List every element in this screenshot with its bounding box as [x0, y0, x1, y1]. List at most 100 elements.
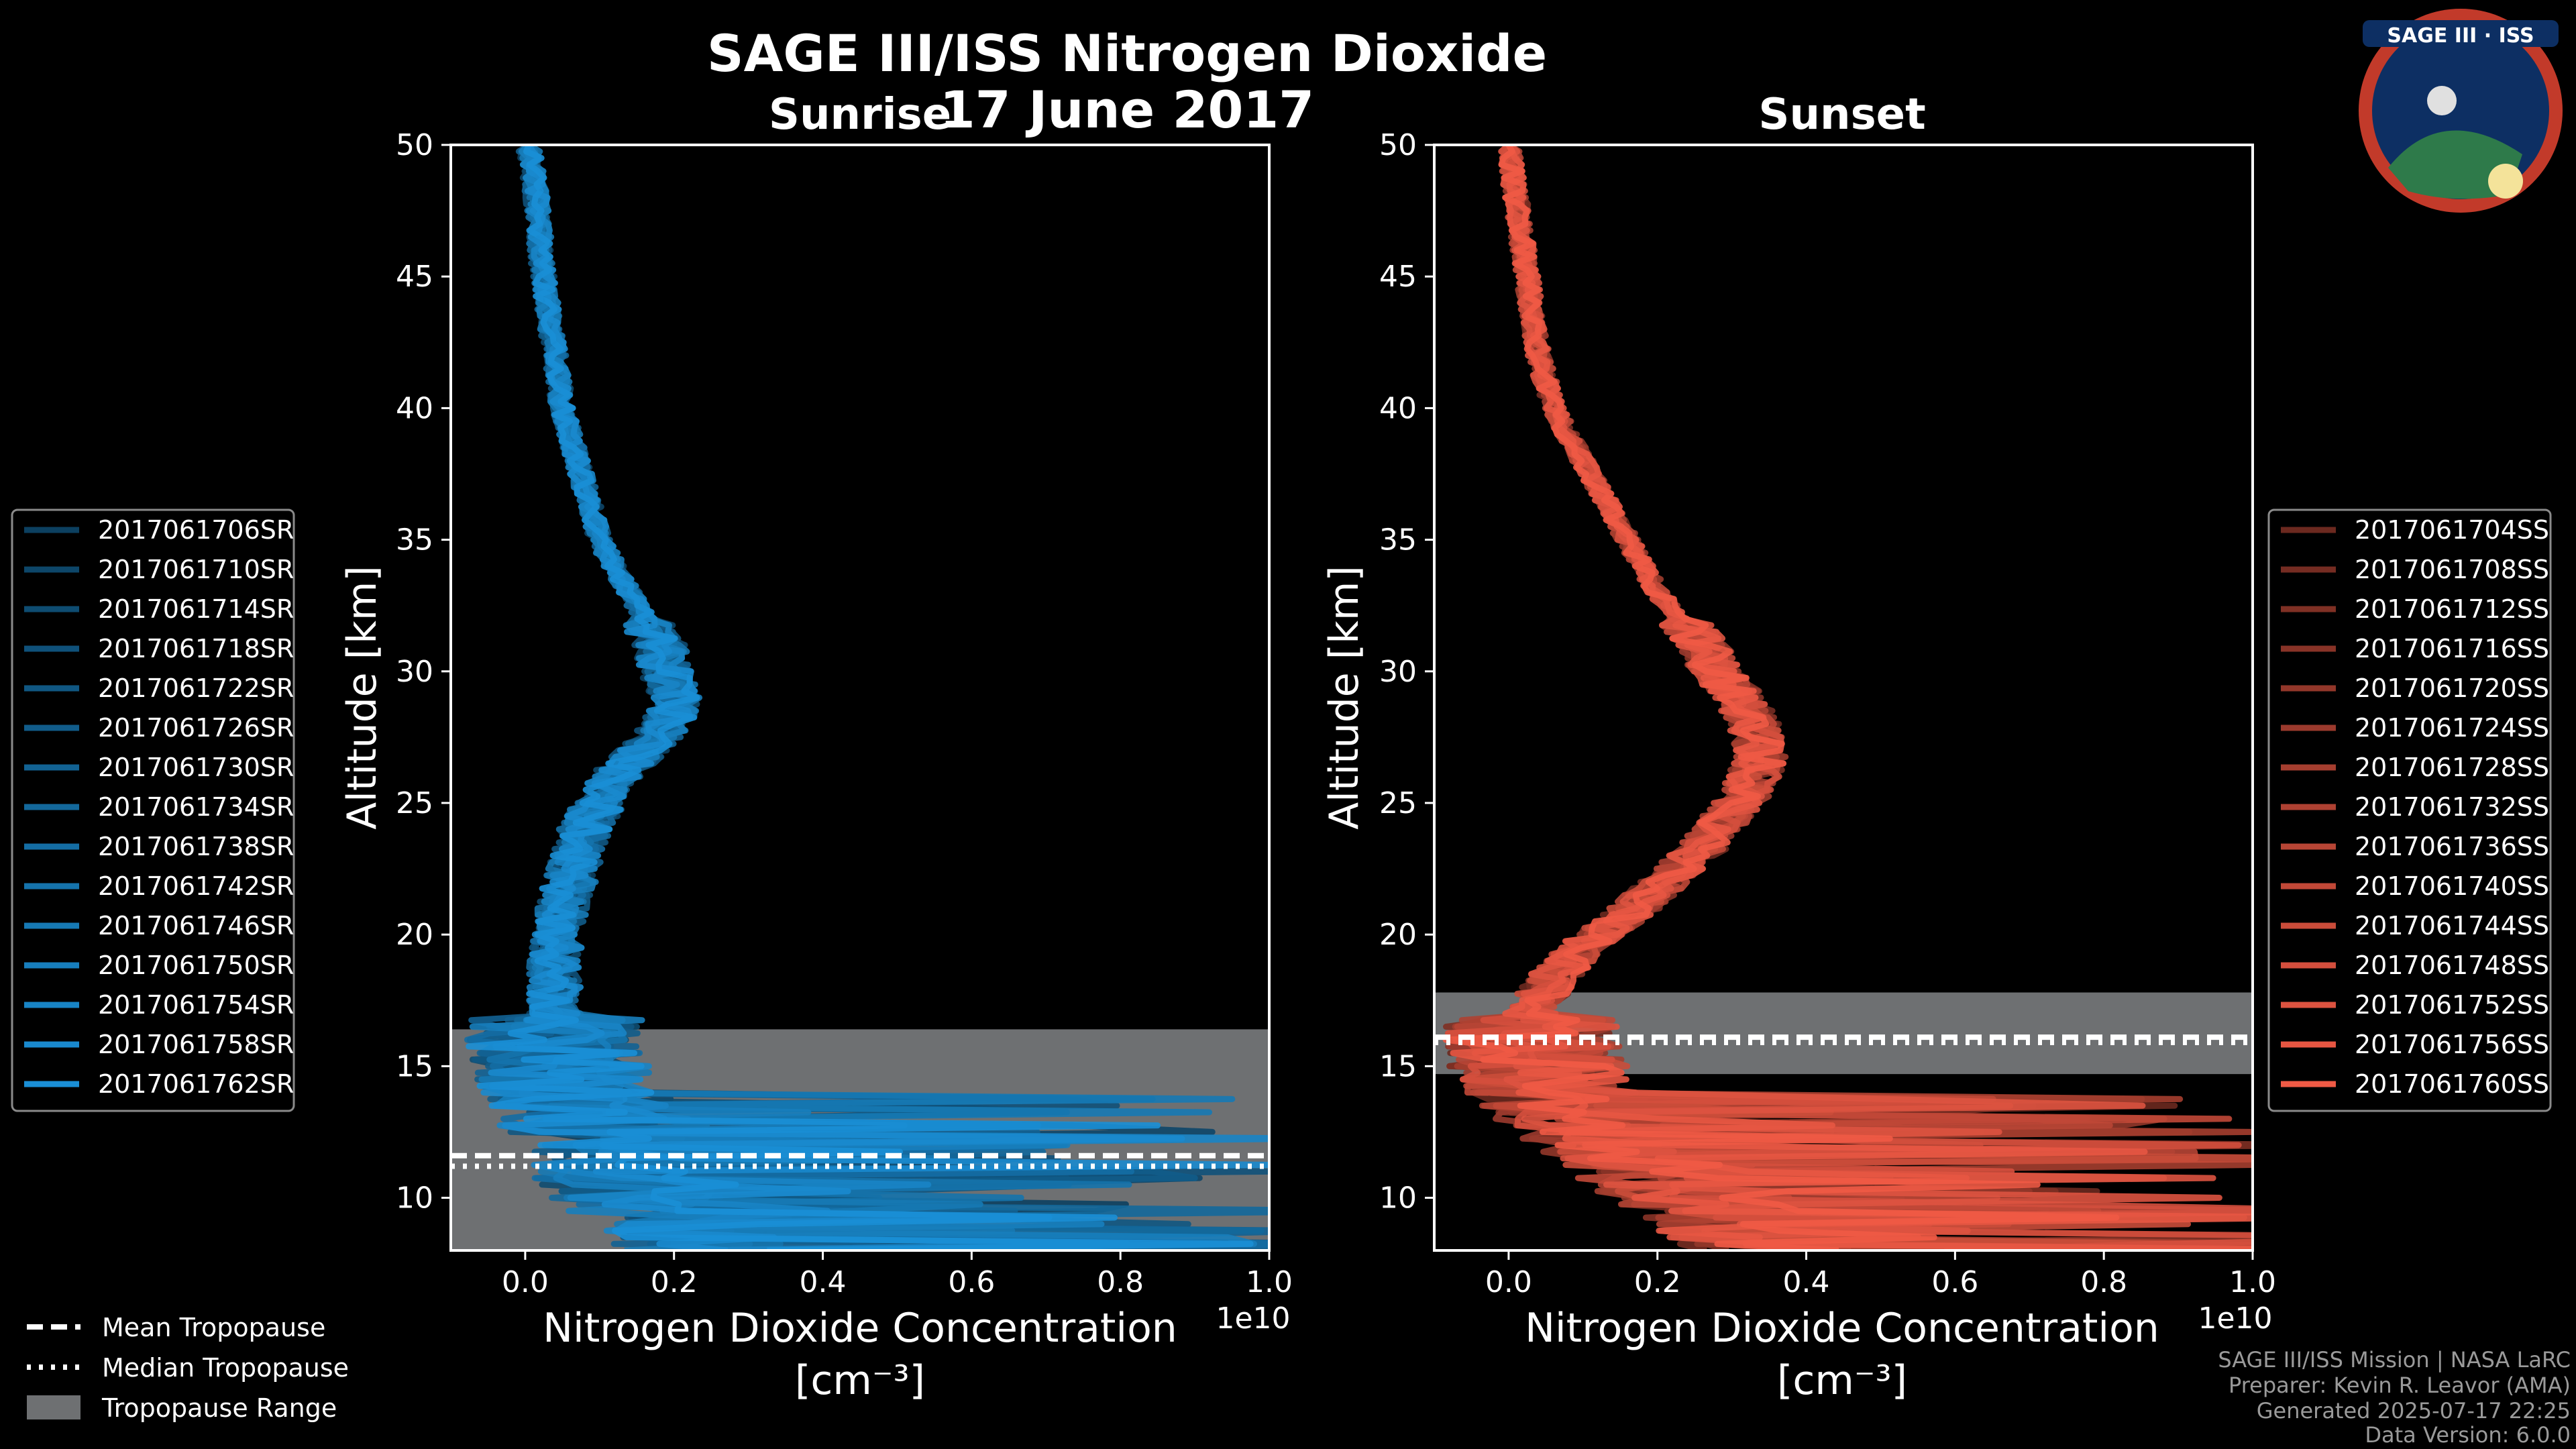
sunset-legend-label: 2017061704SS	[2355, 515, 2549, 545]
sunrise-legend-frame	[11, 508, 295, 1112]
sunset-legend-label: 2017061760SS	[2355, 1069, 2549, 1099]
sunrise-ytick-label: 45	[396, 260, 433, 294]
sunrise-legend-label: 2017061726SR	[98, 713, 294, 743]
sunrise-legend-label: 2017061718SR	[98, 634, 294, 663]
sunset-ytick-label: 20	[1379, 918, 1417, 952]
footer-mission: SAGE III/ISS Mission | NASA LaRC	[2218, 1347, 2571, 1373]
footer-generated: Generated 2025-07-17 22:25	[2257, 1398, 2571, 1424]
logo-sun-shape	[2488, 164, 2523, 199]
sunrise-ytick-label: 25	[396, 786, 433, 820]
sunset-plot-content	[1434, 145, 2253, 1250]
sunrise-axes-frame	[449, 144, 1271, 1252]
sunset-ylabel: Altitude [km]	[1321, 566, 1368, 830]
sunset-panel-title: Sunset	[1758, 90, 1925, 140]
sunrise-legend-label: 2017061706SR	[98, 515, 294, 545]
logo-text: SAGE III · ISS	[2387, 24, 2534, 48]
footer-preparer: Preparer: Kevin R. Leavor (AMA)	[2229, 1373, 2571, 1398]
tropopause-legend: Mean Tropopause Median Tropopause Tropop…	[27, 1313, 349, 1423]
sunrise-legend-label: 2017061742SR	[98, 871, 294, 901]
sunset-ytick-label: 50	[1379, 128, 1417, 162]
sunrise-ytick-label: 40	[396, 391, 433, 425]
median-tropopause-label: Median Tropopause	[102, 1353, 349, 1383]
sunrise-xunit: [cm⁻³]	[795, 1357, 925, 1404]
sunrise-ytick-label: 50	[396, 128, 433, 162]
sunset-x-offset-label: 1e10	[2198, 1301, 2272, 1336]
sunset-axes-frame	[1433, 144, 2254, 1252]
sunrise-xtick-label: 0.8	[1097, 1265, 1144, 1299]
sunset-xtick-label: 1.0	[2229, 1265, 2276, 1299]
sunrise-legend-label: 2017061754SR	[98, 990, 294, 1020]
sunrise-legend-label: 2017061746SR	[98, 911, 294, 941]
sunset-legend-label: 2017061724SS	[2355, 713, 2549, 743]
sunset-ytick-label: 30	[1379, 655, 1417, 689]
sunrise-xlabel: Nitrogen Dioxide Concentration	[543, 1305, 1177, 1352]
sunrise-plot: 10 15 20 25 30 35 40 45 50 0.0 0.2 0.4 0.6 0.8 1.0	[396, 128, 1293, 1299]
sunset-legend-label: 2017061732SS	[2355, 792, 2549, 822]
sunset-ytick-label: 45	[1379, 260, 1417, 294]
sunrise-legend: 2017061706SR 2017061710SR 2017061714SR 2017…	[11, 508, 295, 1112]
sunrise-legend-label: 2017061734SR	[98, 792, 294, 822]
sunrise-legend-label: 2017061722SR	[98, 674, 294, 703]
sunrise-profile-2017061758SR	[480, 145, 1269, 1250]
sunrise-legend-label: 2017061762SR	[98, 1069, 294, 1099]
sunset-ytick-label: 35	[1379, 523, 1417, 557]
sunrise-xtick-label: 0.6	[948, 1265, 995, 1299]
sunrise-ytick-label: 20	[396, 918, 433, 952]
sunset-legend-label: 2017061716SS	[2355, 634, 2549, 663]
sunrise-panel-title: Sunrise	[769, 90, 951, 140]
sunset-ytick-label: 15	[1379, 1049, 1417, 1083]
sunset-legend-label: 2017061736SS	[2355, 832, 2549, 861]
sage-iii-iss-logo: SAGE III · ISS	[2359, 9, 2563, 213]
sunrise-ytick-label: 30	[396, 655, 433, 689]
logo-moon-shape	[2427, 86, 2457, 115]
sunset-ytick-label: 25	[1379, 786, 1417, 820]
sunrise-xtick-label: 0.0	[502, 1265, 549, 1299]
sunrise-legend-label: 2017061714SR	[98, 594, 294, 624]
sunset-legend-label: 2017061728SS	[2355, 753, 2549, 782]
sunset-xtick-label: 0.6	[1931, 1265, 1978, 1299]
sunrise-plot-content	[451, 145, 1269, 1250]
sunset-legend-label: 2017061744SS	[2355, 911, 2549, 941]
footer-credits: SAGE III/ISS Mission | NASA LaRC Prepare…	[2218, 1347, 2571, 1448]
sunset-xtick-label: 0.4	[1783, 1265, 1830, 1299]
sunrise-legend-label: 2017061758SR	[98, 1030, 294, 1059]
sunrise-x-offset-label: 1e10	[1216, 1301, 1290, 1336]
sunset-legend-label: 2017061708SS	[2355, 555, 2549, 584]
sunrise-legend-label: 2017061730SR	[98, 753, 294, 782]
sunrise-xtick-label: 0.2	[651, 1265, 698, 1299]
sunrise-ytick-label: 10	[396, 1181, 433, 1216]
mean-tropopause-label: Mean Tropopause	[102, 1313, 325, 1342]
sunrise-legend-label: 2017061738SR	[98, 832, 294, 861]
sunset-xtick-label: 0.8	[2080, 1265, 2127, 1299]
logo-banner	[2363, 20, 2559, 47]
sunset-plot: 10 15 20 25 30 35 40 45 50 0.0 0.2 0.4 0.6 0.8 1.0	[1379, 128, 2276, 1299]
sunset-legend-label: 2017061712SS	[2355, 594, 2549, 624]
sunrise-ylabel: Altitude [km]	[339, 566, 386, 830]
tropopause-range-label: Tropopause Range	[101, 1393, 337, 1423]
sunrise-xtick-label: 0.4	[800, 1265, 847, 1299]
sunset-ytick-label: 40	[1379, 391, 1417, 425]
sunrise-legend-label: 2017061750SR	[98, 951, 294, 980]
sunrise-profile-2017061762SR	[466, 145, 1254, 1250]
sunset-legend: 2017061704SS 2017061708SS 2017061712SS 2017…	[2267, 508, 2552, 1112]
sunset-xunit: [cm⁻³]	[1777, 1357, 1907, 1404]
sunset-legend-label: 2017061740SS	[2355, 871, 2549, 901]
sunset-legend-label: 2017061752SS	[2355, 990, 2549, 1020]
tropopause-range-swatch	[27, 1395, 80, 1419]
figure-date: 17 June 2017	[940, 80, 1314, 140]
sunset-legend-label: 2017061748SS	[2355, 951, 2549, 980]
sunset-xlabel: Nitrogen Dioxide Concentration	[1525, 1305, 2159, 1352]
sunset-legend-label: 2017061756SS	[2355, 1030, 2549, 1059]
sunset-legend-label: 2017061720SS	[2355, 674, 2549, 703]
sunrise-xtick-label: 1.0	[1246, 1265, 1293, 1299]
sunset-legend-frame	[2267, 508, 2552, 1112]
figure-title: SAGE III/ISS Nitrogen Dioxide	[707, 23, 1547, 83]
sunset-xtick-label: 0.2	[1634, 1265, 1681, 1299]
sunset-profile-2017061760SS	[1442, 145, 2120, 1250]
sunrise-legend-label: 2017061710SR	[98, 555, 294, 584]
sunset-xtick-label: 0.0	[1485, 1265, 1532, 1299]
sunrise-ytick-label: 35	[396, 523, 433, 557]
sunrise-ytick-label: 15	[396, 1049, 433, 1083]
sunset-ytick-label: 10	[1379, 1181, 1417, 1216]
